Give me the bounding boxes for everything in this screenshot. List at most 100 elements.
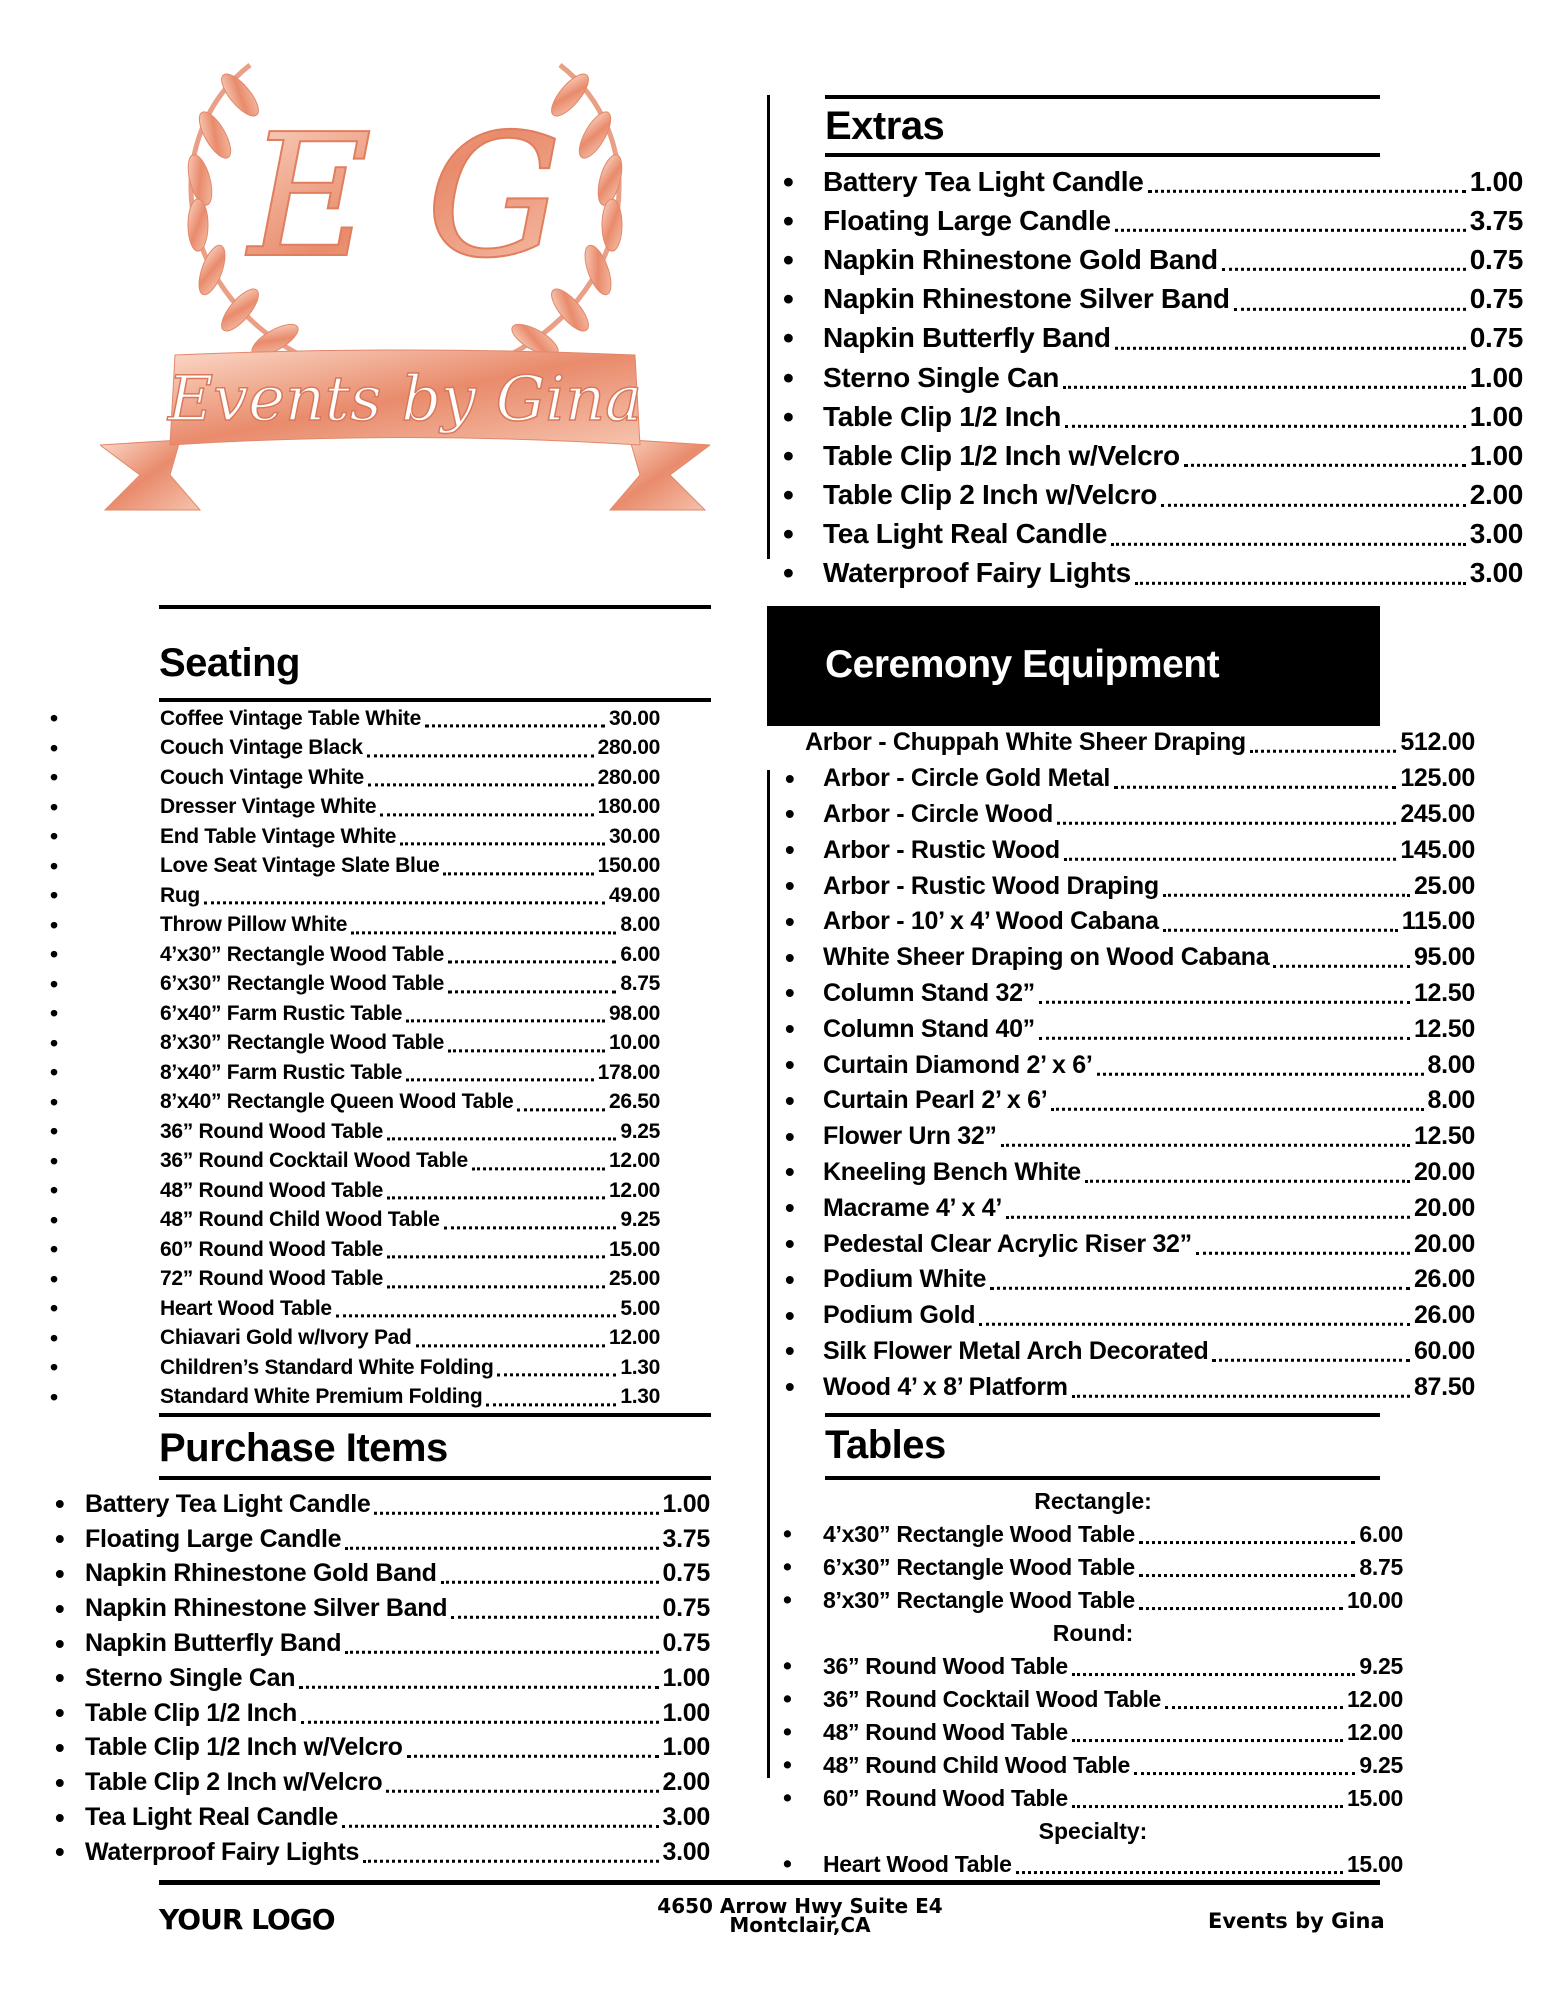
list-item: • Coffee Vintage Table White 30.00	[50, 704, 660, 734]
bullet-icon: •	[783, 1652, 792, 1680]
list-item: • Napkin Rhinestone Gold Band 0.75	[783, 240, 1523, 279]
bullet-icon: •	[783, 1520, 792, 1548]
dot-leader	[1111, 542, 1466, 546]
item-name: Tea Light Real Candle	[823, 518, 1108, 550]
item-price: 178.00	[597, 1060, 661, 1084]
dot-leader	[203, 901, 605, 905]
item-price: 12.00	[608, 1326, 660, 1350]
list-item: • 6’x30” Rectangle Wood Table 8.75	[783, 1551, 1403, 1584]
item-name: Arbor - Rustic Wood Draping	[823, 871, 1159, 900]
list-item: • Curtain Diamond 2’ x 6’ 8.00	[785, 1047, 1475, 1083]
dot-leader	[335, 1314, 617, 1318]
item-price: 0.75	[1469, 243, 1524, 275]
list-item: • Flower Urn 32” 12.50	[785, 1119, 1475, 1155]
ceremony-equipment-heading: Ceremony Equipment	[825, 643, 1220, 686]
bullet-icon: •	[783, 477, 794, 513]
dot-leader	[1005, 1215, 1410, 1219]
list-item: • Couch Vintage Black 280.00	[50, 734, 660, 764]
dot-leader	[1084, 1179, 1410, 1183]
item-name: Podium White	[823, 1265, 987, 1294]
bullet-icon: •	[785, 905, 795, 937]
bullet-icon: •	[50, 705, 59, 732]
dot-leader	[443, 872, 594, 876]
bullet-icon: •	[783, 1718, 792, 1746]
bullet-icon: •	[783, 398, 794, 434]
item-price: 8.00	[620, 913, 660, 937]
list-item: • 8’x30” Rectangle Wood Table 10.00	[783, 1584, 1403, 1617]
item-price: 12.50	[1413, 1122, 1475, 1151]
dot-leader	[345, 1650, 659, 1654]
dot-leader	[387, 1196, 605, 1200]
purchase-items-heading: Purchase Items	[159, 1426, 448, 1470]
bullet-icon: •	[785, 1335, 795, 1367]
item-price: 2.00	[662, 1768, 711, 1797]
item-price: 20.00	[1413, 1157, 1475, 1186]
list-item: • Floating Large Candle 3.75	[55, 1522, 710, 1557]
bullet-icon: •	[783, 359, 794, 395]
item-price: 12.00	[1346, 1686, 1403, 1712]
bullet-icon: •	[783, 320, 794, 356]
list-item: • Table Clip 1/2 Inch w/Velcro 1.00	[55, 1731, 710, 1766]
bullet-icon: •	[785, 1263, 795, 1295]
bullet-icon: •	[55, 1627, 65, 1659]
list-item: • Love Seat Vintage Slate Blue 150.00	[50, 852, 660, 882]
item-name: Rug	[160, 883, 200, 907]
item-name: Table Clip 1/2 Inch w/Velcro	[85, 1733, 403, 1762]
item-name: 8’x30” Rectangle Wood Table	[823, 1587, 1135, 1613]
item-name: 6’x30” Rectangle Wood Table	[160, 972, 445, 996]
bullet-icon: •	[55, 1836, 65, 1868]
item-price: 180.00	[597, 795, 661, 819]
bullet-icon: •	[50, 882, 59, 909]
item-name: 8’x40” Rectangle Queen Wood Table	[160, 1090, 514, 1114]
dot-leader	[424, 724, 605, 728]
item-name: Heart Wood Table	[823, 1851, 1012, 1877]
bullet-icon: •	[785, 1049, 795, 1081]
item-name: Battery Tea Light Candle	[823, 165, 1144, 197]
list-subheading: Rectangle:	[1034, 1488, 1152, 1514]
dot-leader	[448, 1049, 605, 1053]
item-name: Dresser Vintage White	[160, 795, 377, 819]
item-name: Couch Vintage White	[160, 765, 364, 789]
divider	[825, 153, 1380, 157]
bullet-icon: •	[50, 1324, 59, 1351]
footer-divider	[159, 1880, 1380, 1885]
item-price: 0.75	[662, 1594, 711, 1623]
list-item: • 48” Round Wood Table 12.00	[50, 1176, 660, 1206]
list-item: • Table Clip 1/2 Inch 1.00	[783, 397, 1523, 436]
bullet-icon: •	[785, 977, 795, 1009]
dot-leader	[1195, 1251, 1410, 1255]
list-item: • 72” Round Wood Table 25.00	[50, 1265, 660, 1295]
bullet-icon: •	[785, 1120, 795, 1152]
dot-leader	[1114, 346, 1466, 350]
bullet-icon: •	[783, 241, 794, 277]
dot-leader	[1038, 1000, 1410, 1004]
item-name: Column Stand 40”	[823, 1014, 1035, 1043]
dot-leader	[979, 1322, 1410, 1326]
list-item: • Arbor - Circle Wood 245.00	[785, 797, 1475, 833]
item-name: 6’x40” Farm Rustic Table	[160, 1001, 403, 1025]
list-item: • Rug 49.00	[50, 881, 660, 911]
list-item: • Couch Vintage White 280.00	[50, 763, 660, 793]
dot-leader	[443, 1226, 617, 1230]
list-item: • Table Clip 2 Inch w/Velcro 2.00	[55, 1765, 710, 1800]
dot-leader	[387, 1137, 617, 1141]
item-name: Table Clip 2 Inch w/Velcro	[85, 1768, 383, 1797]
item-price: 115.00	[1401, 907, 1476, 936]
item-name: Floating Large Candle	[85, 1524, 342, 1553]
dot-leader	[451, 1616, 659, 1620]
list-item: • Pedestal Clear Acrylic Riser 32” 20.00	[785, 1226, 1475, 1262]
bullet-icon: •	[785, 1228, 795, 1260]
bullet-icon: •	[50, 1206, 59, 1233]
list-item: • Podium White 26.00	[785, 1262, 1475, 1298]
item-price: 3.00	[662, 1803, 711, 1832]
dot-leader	[1147, 189, 1466, 193]
item-price: 125.00	[1400, 764, 1475, 793]
footer-company-name: Events by Gina	[1208, 1909, 1385, 1933]
dot-leader	[374, 1511, 659, 1515]
item-price: 25.00	[1413, 871, 1475, 900]
ceremony-equipment-banner: Ceremony Equipment	[767, 606, 1380, 726]
dot-leader	[1212, 1358, 1410, 1362]
bullet-icon: •	[50, 911, 59, 938]
dot-leader	[1138, 1574, 1356, 1578]
item-price: 10.00	[1346, 1587, 1403, 1613]
